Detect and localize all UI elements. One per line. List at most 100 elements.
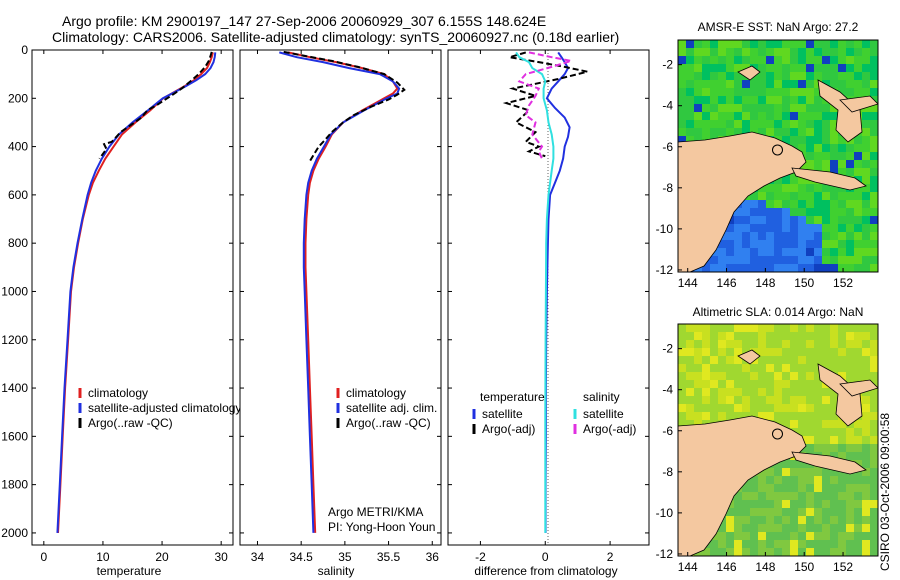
map-cell <box>822 248 830 256</box>
sst-land-island-3 <box>839 95 878 113</box>
map-cell <box>798 532 806 540</box>
map-cell <box>814 484 822 492</box>
map-cell <box>766 88 774 96</box>
map-cell <box>798 420 806 428</box>
map-cell <box>854 136 862 144</box>
ytick-label: 1200 <box>1 333 28 347</box>
map-cell <box>702 72 710 80</box>
map-cell <box>822 40 830 48</box>
map-cell <box>790 420 798 428</box>
map-cell <box>822 500 830 508</box>
map-cell <box>774 516 782 524</box>
map-cell <box>750 232 758 240</box>
map-cell <box>830 324 838 332</box>
map-cell <box>742 224 750 232</box>
map-cell <box>854 452 862 460</box>
map-cell <box>854 160 862 168</box>
map-cell <box>686 72 694 80</box>
map-cell <box>846 348 854 356</box>
map-cell <box>718 120 726 128</box>
map-cell <box>798 548 806 556</box>
map-cell <box>710 120 718 128</box>
map-cell <box>790 256 798 264</box>
map-cell <box>790 508 798 516</box>
map-cell <box>782 176 790 184</box>
map-cell <box>718 364 726 372</box>
map-cell <box>726 40 734 48</box>
map-cell <box>846 444 854 452</box>
map-cell <box>766 80 774 88</box>
map-cell <box>838 476 846 484</box>
map-cell <box>758 128 766 136</box>
map-cell <box>862 80 870 88</box>
map-cell <box>686 64 694 72</box>
map-cell <box>726 324 734 332</box>
map-cell <box>814 380 822 388</box>
map-cell <box>830 412 838 420</box>
map-cell <box>870 420 878 428</box>
map-cell <box>846 264 854 272</box>
map-cell <box>854 500 862 508</box>
map-cell <box>830 144 838 152</box>
map-cell <box>718 324 726 332</box>
map-cell <box>870 476 878 484</box>
map-ytick-label: -10 <box>656 506 674 520</box>
map-cell <box>734 88 742 96</box>
map-cell <box>798 340 806 348</box>
map-cell <box>830 80 838 88</box>
map-cell <box>870 324 878 332</box>
map-cell <box>766 476 774 484</box>
map-cell <box>854 40 862 48</box>
map-cell <box>870 192 878 200</box>
map-cell <box>750 380 758 388</box>
map-cell <box>838 444 846 452</box>
map-cell <box>870 364 878 372</box>
map-cell <box>830 168 838 176</box>
map-cell <box>814 120 822 128</box>
map-cell <box>798 48 806 56</box>
map-cell <box>798 348 806 356</box>
map-cell <box>726 388 734 396</box>
map-cell <box>846 40 854 48</box>
map-cell <box>822 340 830 348</box>
map-cell <box>806 200 814 208</box>
map-cell <box>846 240 854 248</box>
map-cell <box>862 500 870 508</box>
legend-label: Argo(..raw -QC) <box>346 416 431 430</box>
sla-land-island-1 <box>737 349 761 365</box>
map-cell <box>734 40 742 48</box>
map-cell <box>686 388 694 396</box>
map-cell <box>838 72 846 80</box>
map-cell <box>846 508 854 516</box>
map-cell <box>766 64 774 72</box>
map-cell <box>734 500 742 508</box>
map-cell <box>766 120 774 128</box>
legend-label: climatology <box>88 386 148 400</box>
map-cell <box>790 340 798 348</box>
map-cell <box>734 232 742 240</box>
map-cell <box>798 96 806 104</box>
map-cell <box>862 88 870 96</box>
difference-panel: -2 0 2 temperature salinitysatelliteArgo(-a… <box>447 49 650 578</box>
map-cell <box>806 524 814 532</box>
map-cell <box>846 48 854 56</box>
map-cell <box>846 168 854 176</box>
map-cell <box>758 524 766 532</box>
map-cell <box>846 144 854 152</box>
sla-argo-marker <box>771 428 783 440</box>
map-cell <box>678 96 686 104</box>
map-cell <box>710 372 718 380</box>
map-cell <box>854 192 862 200</box>
map-cell <box>782 200 790 208</box>
map-cell <box>830 436 838 444</box>
map-cell <box>766 468 774 476</box>
map-cell <box>782 484 790 492</box>
map-cell <box>854 144 862 152</box>
map-cell <box>806 476 814 484</box>
map-ytick-label: -10 <box>656 222 674 236</box>
map-cell <box>766 192 774 200</box>
map-cell <box>774 396 782 404</box>
map-cell <box>774 264 782 272</box>
map-ytick-label: -8 <box>662 465 673 479</box>
map-cell <box>854 200 862 208</box>
